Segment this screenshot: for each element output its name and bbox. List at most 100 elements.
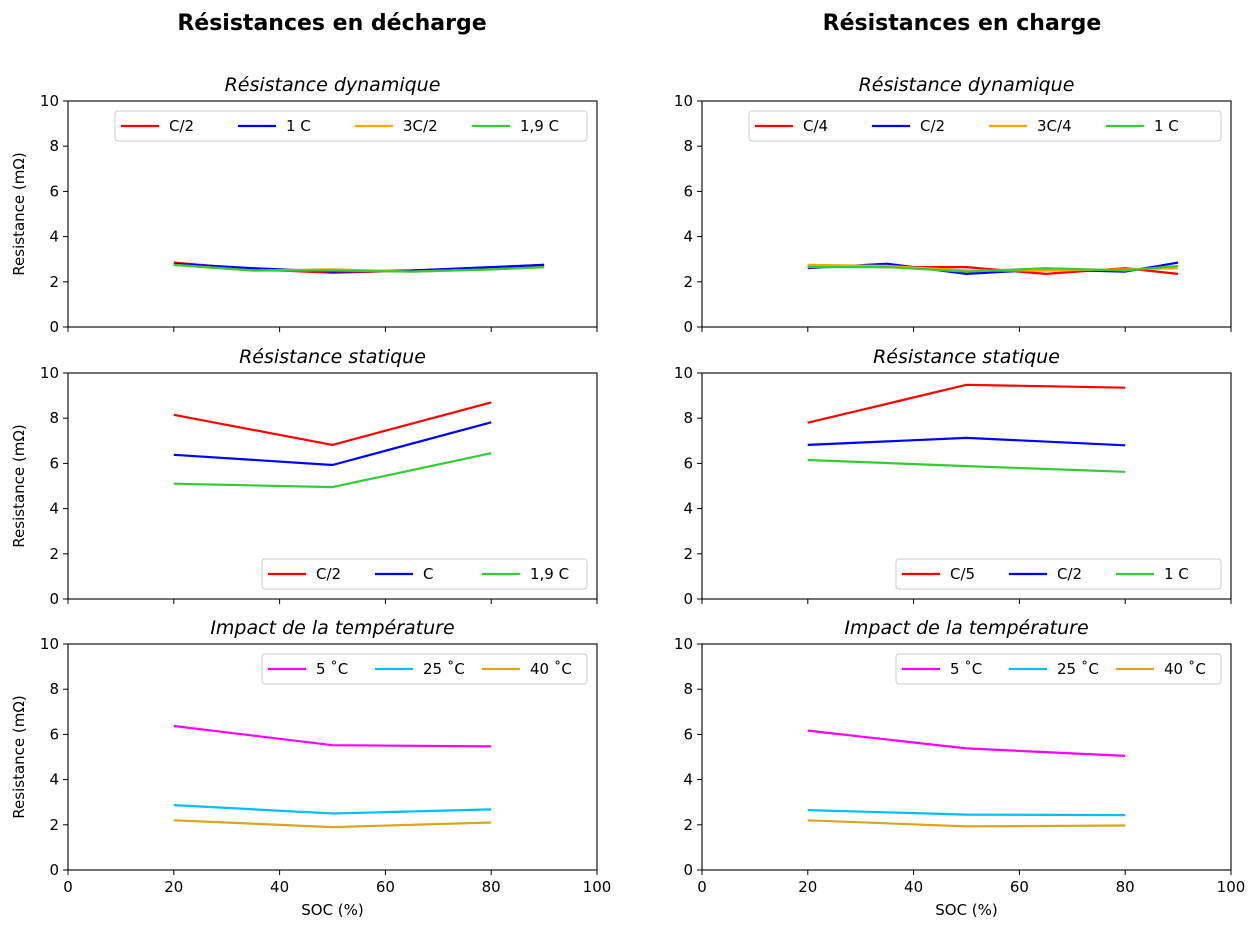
series-line-1-9-C [173,263,545,273]
column-title-decharge: Résistances en décharge [177,11,486,36]
plot-frame [701,372,1232,600]
y-tick-label: 6 [49,454,59,472]
series-line-1-9-C [173,452,492,489]
chart-panel-charge-statique: Résistance statique 0 2 4 6 8 10 C/5 C/2 1 C [674,346,1232,608]
series-line-5-C [807,729,1126,757]
chart-panel-decharge-statique: Résistance statique 0 2 4 6 8 10 Resistance (mΩ… [10,346,598,608]
series-line-C-5 [807,383,1126,424]
y-tick-label: 8 [683,680,693,698]
series-line-25-C [807,809,1126,817]
y-tick-label: 2 [49,545,59,563]
y-tick-label: 4 [49,771,59,789]
series-line-40-C [807,819,1126,828]
legend-label: C/2 [1057,565,1082,583]
legend-label: 1 C [1154,117,1179,135]
y-tick-label: 4 [683,228,693,246]
y-tick-label: 6 [683,182,693,200]
y-tick-label: 0 [49,318,59,336]
legend: 5 ˚C 25 ˚C 40 ˚C [895,653,1222,685]
y-axis-label: Resistance (mΩ) [10,695,28,818]
y-tick-label: 2 [683,816,693,834]
legend: C/2 1 C 3C/2 1,9 C [114,110,588,142]
y-tick-label: 6 [683,454,693,472]
y-tick-label: 10 [674,635,693,653]
y-tick-label: 8 [49,680,59,698]
x-tick-label: 80 [482,878,501,896]
legend-label: 3C/4 [1037,117,1072,135]
y-tick-label: 6 [49,182,59,200]
y-tick-label: 4 [49,500,59,518]
x-tick-label: 20 [164,878,183,896]
y-tick-label: 4 [683,771,693,789]
column-title-charge: Résistances en charge [823,11,1102,36]
legend-label: C/2 [169,117,194,135]
y-tick-label: 2 [49,273,59,291]
plot-frame [701,643,1232,871]
legend-label: 5 ˚C [316,660,348,678]
legend-label: 1 C [1164,565,1189,583]
legend-label: C/2 [316,565,341,583]
y-tick-label: 8 [49,137,59,155]
plot-frame [67,100,598,328]
legend-label: 1,9 C [530,565,569,583]
y-tick-label: 4 [683,500,693,518]
y-tick-label: 10 [674,364,693,382]
legend-label: 1 C [286,117,311,135]
legend: C/2 C 1,9 C [261,558,588,590]
legend-label: 40 ˚C [530,660,572,678]
panel-title: Résistance dynamique [859,74,1075,96]
y-tick-label: 6 [49,725,59,743]
y-tick-label: 0 [49,861,59,879]
legend-label: 1,9 C [520,117,559,135]
x-tick-label: 100 [1217,878,1246,896]
x-tick-label: 0 [63,878,73,896]
x-axis-label: SOC (%) [301,901,364,919]
series-line-C-2 [807,436,1126,447]
y-tick-label: 0 [683,590,693,608]
y-tick-label: 10 [40,92,59,110]
legend-label: C/2 [920,117,945,135]
legend-label: C [423,565,433,583]
plot-frame [67,372,598,600]
y-axis-label: Resistance (mΩ) [10,152,28,275]
series-line-C-2 [173,401,492,446]
y-tick-label: 2 [49,816,59,834]
legend: C/5 C/2 1 C [895,558,1222,590]
series-line-40-C [173,819,492,829]
x-tick-label: 60 [1010,878,1029,896]
y-tick-label: 0 [683,861,693,879]
y-axis-label: Resistance (mΩ) [10,424,28,547]
legend-label: C/5 [950,565,975,583]
panel-title: Impact de la température [844,617,1088,639]
legend-label: C/4 [803,117,828,135]
y-tick-label: 2 [683,273,693,291]
y-tick-label: 8 [49,409,59,427]
y-tick-label: 2 [683,545,693,563]
series-line-5-C [173,724,492,748]
x-tick-label: 0 [697,878,707,896]
y-tick-label: 10 [40,635,59,653]
x-tick-label: 40 [904,878,923,896]
legend-box [895,558,1222,590]
legend-box [748,110,1222,142]
x-tick-label: 40 [270,878,289,896]
legend-box [261,558,588,590]
y-tick-label: 0 [683,318,693,336]
series-line-1-C [807,458,1126,473]
plot-frame [701,100,1232,328]
panel-title: Résistance statique [873,346,1060,368]
chart-panel-charge-dynamique: Résistance dynamique 0 2 4 6 8 10 C/4 C/2 3C/4 1 C [674,74,1232,336]
panel-title: Impact de la température [210,617,454,639]
x-tick-label: 100 [583,878,612,896]
legend-box [895,653,1222,685]
legend-box [261,653,588,685]
y-tick-label: 6 [683,725,693,743]
legend-label: 25 ˚C [423,660,465,678]
x-tick-label: 80 [1116,878,1135,896]
legend-label: 25 ˚C [1057,660,1099,678]
legend-label: 5 ˚C [950,660,982,678]
plot-frame [67,643,598,871]
